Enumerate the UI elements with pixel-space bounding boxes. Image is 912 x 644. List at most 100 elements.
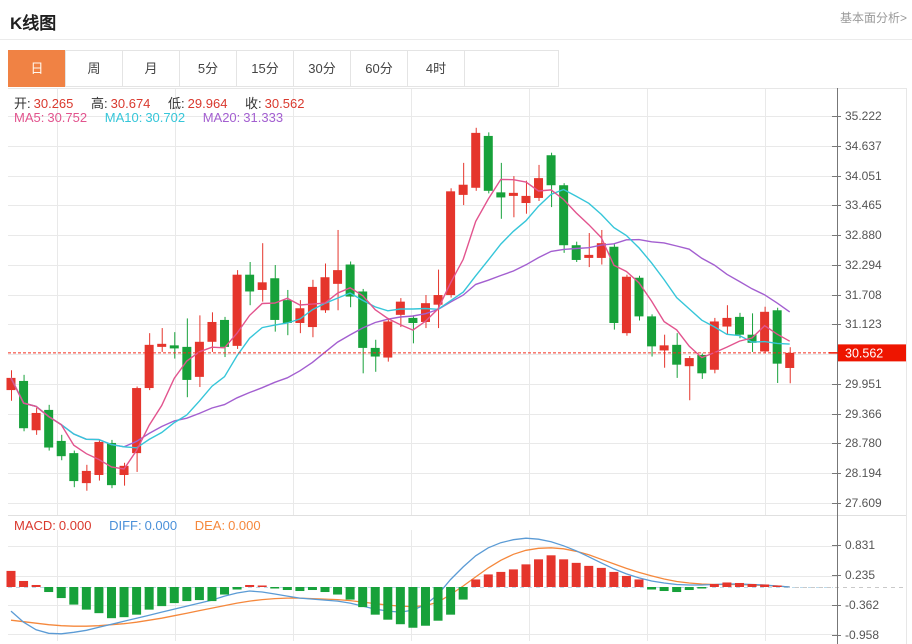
candle <box>395 301 405 315</box>
candle <box>546 155 556 186</box>
tick-label: 0.831 <box>845 538 875 552</box>
open-label: 开: <box>14 96 31 111</box>
candle <box>370 347 380 357</box>
candle <box>220 319 230 347</box>
period-tabs: 日周月 5分 15分 30分 60分 4时 <box>8 50 559 87</box>
macd-legend: MACD: 0.000 DIFF: 0.000 DEA: 0.000 <box>14 518 264 533</box>
tab-period-0[interactable]: 日 <box>8 50 66 87</box>
ohlc-legend: 开: 30.265 高: 30.674 低: 29.964 收: 30.562 <box>14 93 307 112</box>
tab-period-3[interactable]: 5分 <box>179 50 237 87</box>
candle <box>621 276 631 334</box>
close-value: 30.562 <box>264 96 305 111</box>
tick-label: 34.051 <box>845 169 882 183</box>
candle <box>383 321 393 358</box>
page-title: K线图 <box>10 14 57 33</box>
candle <box>471 132 481 188</box>
candle <box>521 195 531 204</box>
open-value: 30.265 <box>33 96 74 111</box>
candle <box>94 441 104 475</box>
tick-label: 28.780 <box>845 436 882 450</box>
candle <box>333 270 343 284</box>
tick-label: 31.708 <box>845 288 882 302</box>
candle <box>420 303 430 322</box>
tab-period-6[interactable]: 60分 <box>350 50 408 87</box>
candle <box>483 135 493 191</box>
tick-label: 27.609 <box>845 496 882 510</box>
candle <box>358 291 368 348</box>
ma-lines <box>10 178 791 470</box>
candle <box>458 184 468 195</box>
candle <box>69 453 79 482</box>
ma20-line <box>10 238 791 448</box>
candle <box>56 440 66 457</box>
ma20-label: MA20: <box>202 110 241 125</box>
candles <box>6 127 795 491</box>
diff-label: DIFF: <box>109 518 142 533</box>
ma5-label: MA5: <box>14 110 45 125</box>
dea-label: DEA: <box>194 518 226 533</box>
low-value: 29.964 <box>187 96 228 111</box>
dea-value: 0.000 <box>228 518 261 533</box>
candle <box>697 355 707 374</box>
candle <box>169 345 179 349</box>
ma5-value: 30.752 <box>47 110 88 125</box>
tab-period-5[interactable]: 30分 <box>293 50 351 87</box>
candle <box>295 308 305 323</box>
tick-label: 0.235 <box>845 568 875 582</box>
grid-lines <box>8 88 837 641</box>
candle <box>270 278 280 320</box>
candle <box>31 412 41 431</box>
candle <box>320 277 330 311</box>
candle <box>596 243 606 258</box>
tick-label: 35.222 <box>845 109 882 123</box>
candle <box>182 346 192 380</box>
candle <box>584 254 594 258</box>
diff-value: 0.000 <box>144 518 178 533</box>
tick-label: 31.123 <box>845 317 882 331</box>
tick-label: 32.294 <box>845 258 882 272</box>
tab-row-filler <box>464 50 559 87</box>
candle <box>245 274 255 292</box>
candle <box>207 321 217 342</box>
macd-pane <box>8 537 906 635</box>
macd-histogram <box>6 555 782 628</box>
high-value: 30.674 <box>110 96 151 111</box>
macd-label: MACD: <box>14 518 56 533</box>
ma-legend: MA5: 30.752 MA10: 30.702 MA20: 31.333 <box>14 110 286 125</box>
current-price-badge: 30.562 <box>829 344 906 362</box>
candle <box>496 192 506 198</box>
candle <box>609 246 619 323</box>
candle <box>433 295 443 305</box>
candle <box>144 344 154 389</box>
tick-label: 29.366 <box>845 407 882 421</box>
y-axis-ticks: 35.222 34.637 34.051 33.465 32.880 32.294 31.7… <box>832 109 882 642</box>
candle <box>157 343 167 347</box>
candle <box>772 310 782 364</box>
tab-period-4[interactable]: 15分 <box>236 50 294 87</box>
candle <box>6 377 16 391</box>
candle <box>282 300 292 323</box>
tab-period-7[interactable]: 4时 <box>407 50 465 87</box>
tab-period-2[interactable]: 月 <box>122 50 180 87</box>
candle <box>684 358 694 367</box>
candle <box>106 442 116 486</box>
candle <box>734 316 744 335</box>
ma20-value: 31.333 <box>243 110 284 125</box>
candle <box>785 352 795 368</box>
candle <box>722 317 732 327</box>
tab-period-1[interactable]: 周 <box>65 50 123 87</box>
fundamental-analysis-link[interactable]: 基本面分析> <box>839 11 907 25</box>
ma5-line <box>10 178 791 470</box>
high-label: 高: <box>91 96 108 111</box>
candle <box>408 317 418 323</box>
candle <box>571 245 581 260</box>
current-price-badge-value: 30.562 <box>845 346 883 360</box>
tick-label: -0.958 <box>845 628 879 642</box>
ma10-value: 30.702 <box>145 110 186 125</box>
candle <box>257 282 267 290</box>
ma10-label: MA10: <box>104 110 143 125</box>
candle <box>307 286 317 328</box>
candle <box>44 409 54 448</box>
